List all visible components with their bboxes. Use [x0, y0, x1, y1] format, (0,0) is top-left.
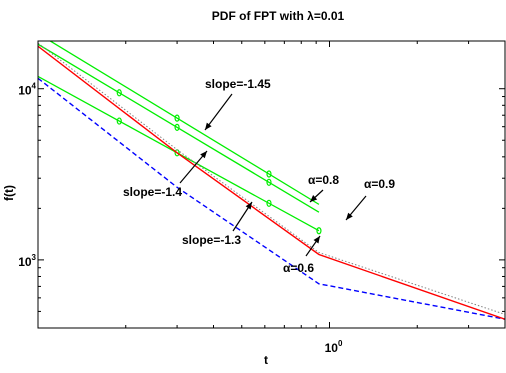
- fit-marker-3-1: [116, 117, 122, 125]
- y-tick-label-1000: 103: [18, 253, 36, 269]
- fit-marker-1-1: [174, 114, 180, 122]
- annotation-slope-1-3: slope=-1.3: [182, 233, 241, 247]
- fit-marker-2-2: [174, 123, 180, 131]
- fit-marker-2-3: [266, 178, 272, 186]
- annotation-arrowhead-3: [245, 202, 252, 210]
- series-line-1: [38, 77, 505, 320]
- annotation-arrowhead-5: [346, 212, 353, 220]
- chart-title: PDF of FPT with λ=0.01: [212, 9, 345, 23]
- plot-frame: [37, 40, 506, 329]
- y-tick-label-10000: 104: [18, 82, 36, 98]
- series-line-2: [38, 45, 505, 320]
- y-axis-label: f(t): [2, 185, 16, 201]
- annotation-alpha-0-6: α=0.6: [283, 261, 314, 275]
- annotation-arrowhead-6: [313, 236, 320, 244]
- x-tick-label: 100: [325, 339, 343, 355]
- fit-marker-3-4: [316, 227, 322, 235]
- fit-marker-2-1: [116, 89, 122, 97]
- annotation-arrowhead-4: [310, 195, 318, 202]
- annotation-alpha-0-9: α=0.9: [364, 177, 395, 191]
- fit-marker-3-3: [266, 199, 272, 207]
- fit-marker-1-2: [266, 170, 272, 178]
- annotation-arrowhead-1: [205, 122, 212, 130]
- series-line-3: [38, 42, 505, 315]
- annotation-alpha-0-8: α=0.8: [308, 173, 339, 187]
- annotation-slope-1-45: slope=-1.45: [205, 77, 271, 91]
- annotation-slope-1-4: slope=-1.4: [123, 185, 182, 199]
- x-axis-label: t: [264, 353, 268, 367]
- svg-text:100: 100: [325, 339, 343, 355]
- annotation-arrowhead-2: [200, 151, 207, 159]
- annotation-arrow-1: [204, 93, 233, 131]
